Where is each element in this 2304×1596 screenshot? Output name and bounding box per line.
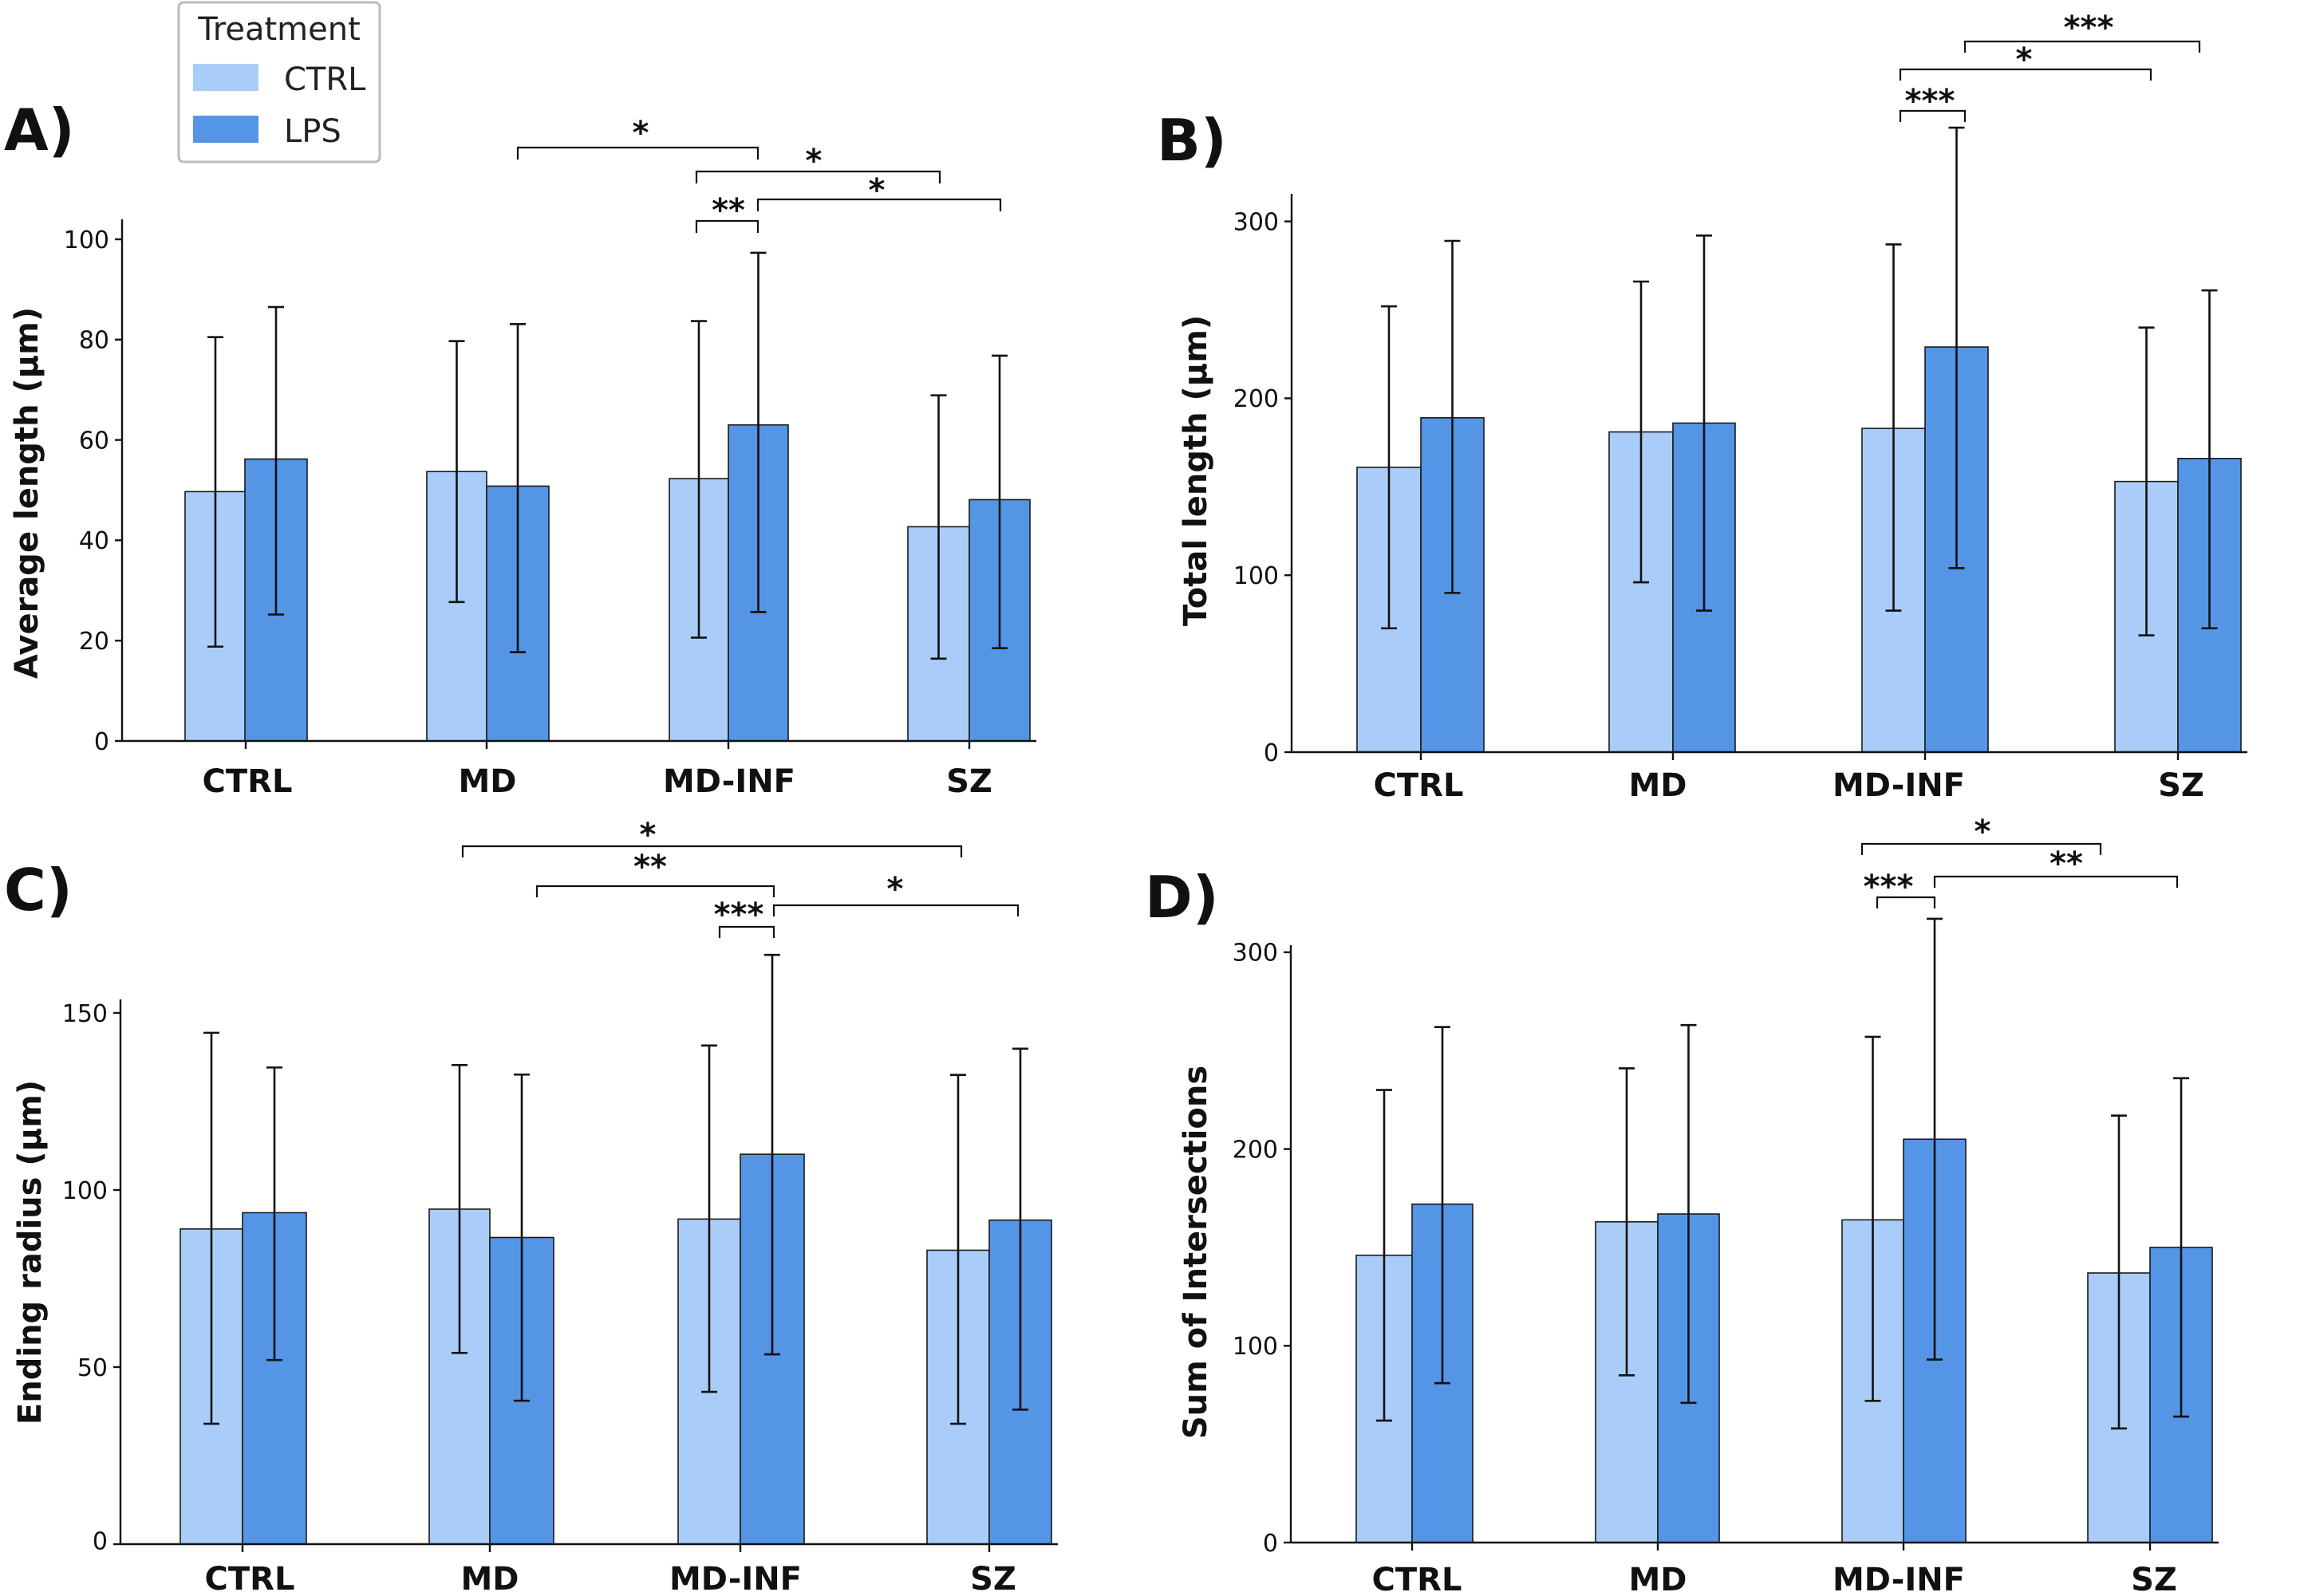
category-label-d-sz: SZ (2131, 1562, 2177, 1596)
y-tick-label-200: 200 (1233, 385, 1279, 413)
category-label-a-md-inf: MD-INF (663, 763, 795, 800)
category-label-d-md-inf: MD-INF (1833, 1562, 1965, 1596)
significance-star-c-2: ** (633, 849, 667, 885)
significance-star-a-4: * (869, 172, 886, 209)
category-label-b-md-inf: MD-INF (1833, 767, 1965, 804)
y-tick-label-200: 200 (1233, 1136, 1278, 1164)
y-tick-label-150: 150 (62, 1000, 108, 1028)
significance-star-c-1: * (640, 817, 657, 853)
category-label-d-md: MD (1628, 1562, 1687, 1596)
significance-bracket-1 (461, 845, 963, 857)
significance-star-b-1: *** (1905, 83, 1955, 120)
y-tick-label-40: 40 (79, 527, 109, 555)
category-label-c-ctrl: CTRL (205, 1561, 295, 1596)
significance-bracket-2 (535, 885, 775, 897)
significance-star-d-1: *** (1864, 869, 1914, 905)
y-axis-label-d: Sum of Intersections (1178, 1066, 1214, 1439)
panel-letter-c: C) (4, 857, 73, 924)
significance-bracket-4 (756, 198, 1002, 211)
y-axis-label-b: Total length (µm) (1178, 315, 1214, 626)
significance-bracket-1 (1860, 842, 2102, 855)
panel-letter-a: A) (4, 97, 75, 164)
y-tick-label-80: 80 (79, 327, 109, 355)
category-label-a-md: MD (458, 763, 516, 800)
y-tick-label-100: 100 (1233, 562, 1279, 590)
panel-letter-b: B) (1157, 107, 1227, 174)
significance-star-d-2: * (1975, 814, 1991, 850)
significance-bracket-3 (695, 170, 941, 183)
significance-bracket-3 (1933, 875, 2179, 888)
y-axis-label-c: Ending radius (µm) (12, 1080, 49, 1425)
category-label-a-sz: SZ (946, 763, 992, 800)
plot-area-b: 0 100 200 300 (1233, 40, 2247, 767)
category-label-d-ctrl: CTRL (1372, 1562, 1462, 1596)
significance-star-c-4: * (887, 871, 904, 908)
significance-star-b-3: *** (2064, 10, 2114, 46)
significance-star-b-2: * (2016, 41, 2033, 78)
significance-star-a-3: * (806, 143, 823, 179)
significance-bracket-2 (1899, 68, 2152, 81)
significance-bracket-3 (1963, 40, 2201, 53)
category-label-a-ctrl: CTRL (203, 763, 293, 800)
legend-title: Treatment (197, 11, 361, 48)
category-label-b-ctrl: CTRL (1374, 767, 1464, 804)
legend-swatch-lps (193, 116, 258, 143)
y-tick-label-100: 100 (62, 1177, 108, 1205)
panel-letter-d: D) (1145, 864, 1219, 931)
plot-area-c: 0 50 100 150 (62, 845, 1058, 1555)
significance-star-d-3: ** (2050, 845, 2083, 882)
significance-bracket-1 (1899, 109, 1967, 122)
legend-swatch-ctrl (193, 64, 258, 91)
y-tick-label-300: 300 (1233, 208, 1279, 236)
y-tick-label-50: 50 (77, 1354, 108, 1382)
significance-star-a-2: ** (712, 192, 745, 229)
category-label-c-md: MD (460, 1561, 519, 1596)
y-tick-label-100: 100 (1233, 1333, 1278, 1361)
significance-bracket-2 (695, 219, 759, 233)
y-tick-label-0: 0 (93, 1527, 108, 1555)
y-tick-label-60: 60 (79, 427, 109, 455)
y-tick-label-0: 0 (1263, 1530, 1278, 1558)
legend-label-lps: LPS (284, 113, 341, 150)
significance-bracket-2 (1876, 896, 1936, 908)
significance-star-a-1: * (633, 115, 649, 152)
panel-a: A) Average length (µm) 0 20 40 60 80 100 CTRL… (4, 97, 1036, 800)
legend: Treatment CTRL LPS (177, 1, 381, 164)
y-axis-label-a: Average length (µm) (9, 307, 45, 679)
y-tick-label-20: 20 (79, 628, 109, 656)
legend-label-ctrl: CTRL (284, 61, 366, 98)
plot-area-a: 0 20 40 60 80 100 (64, 146, 1036, 756)
y-tick-label-100: 100 (64, 227, 109, 254)
category-label-b-md: MD (1628, 767, 1687, 804)
category-label-c-sz: SZ (970, 1561, 1016, 1596)
y-tick-label-300: 300 (1233, 940, 1278, 967)
significance-bracket-1 (516, 146, 759, 160)
category-label-c-md-inf: MD-INF (669, 1561, 802, 1596)
significance-bracket-4 (772, 904, 1020, 916)
plot-area-d: 0 100 200 300 (1233, 842, 2219, 1558)
significance-star-c-3: *** (714, 897, 764, 933)
significance-bracket-3 (718, 925, 775, 938)
y-tick-label-0: 0 (1264, 739, 1279, 767)
y-tick-label-0: 0 (94, 728, 109, 756)
category-label-b-sz: SZ (2158, 767, 2204, 804)
